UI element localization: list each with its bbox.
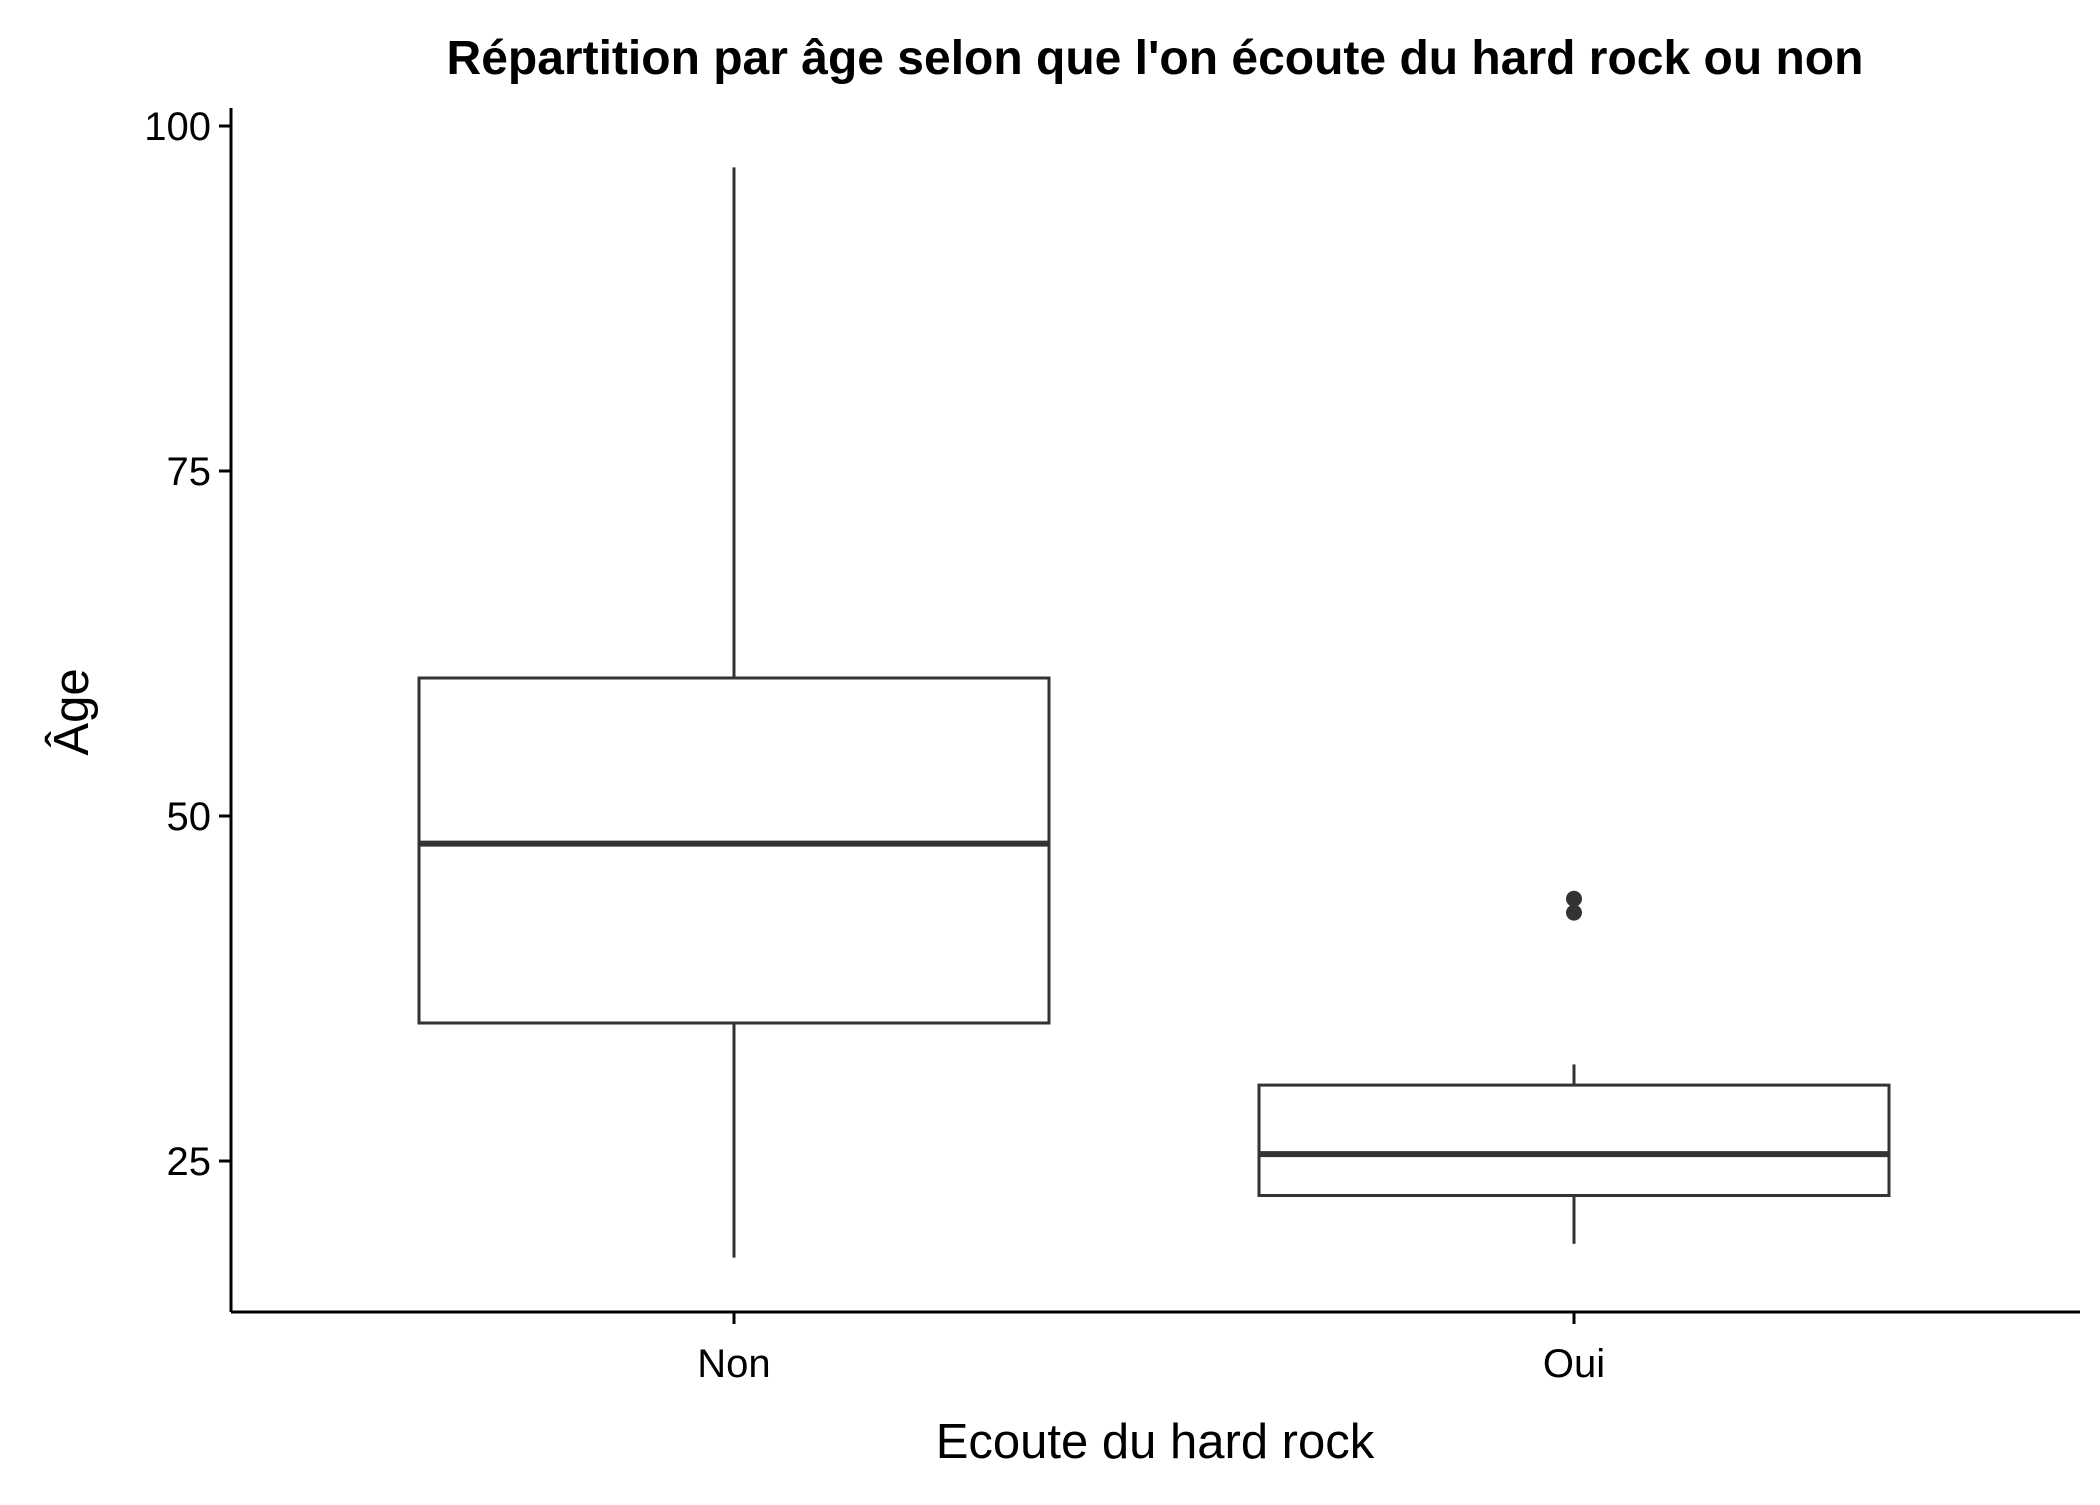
y-axis-title: Âge <box>45 668 99 755</box>
plot-area: 25 50 75 100 Non Oui <box>144 105 2080 1386</box>
y-tick-label-75: 75 <box>167 450 212 494</box>
box-oui <box>1257 1083 1891 1197</box>
outlier-oui-2 <box>1566 890 1582 907</box>
x-tick-label-non: Non <box>697 1342 770 1386</box>
box-non <box>417 676 1051 1025</box>
y-tick-label-25: 25 <box>167 1140 212 1184</box>
y-tick-label-100: 100 <box>144 105 211 149</box>
x-tick-label-oui: Oui <box>1543 1342 1605 1386</box>
outlier-oui-1 <box>1566 904 1582 921</box>
x-axis-title: Ecoute du hard rock <box>936 1415 1375 1469</box>
y-tick-label-50: 50 <box>167 795 212 839</box>
chart-title: Répartition par âge selon que l'on écout… <box>447 32 1864 85</box>
